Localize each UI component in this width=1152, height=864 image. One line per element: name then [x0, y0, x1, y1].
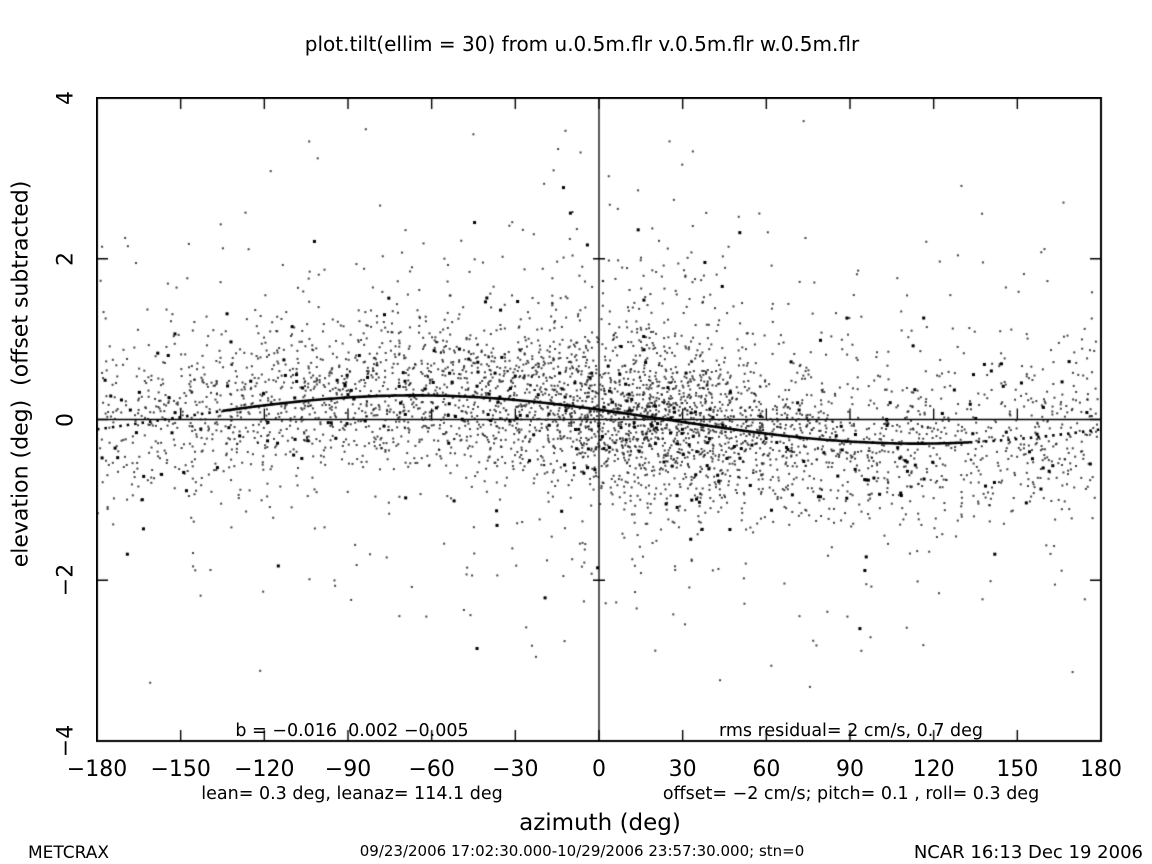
coeff-line: b = −0.016 0.002 −0.005 [235, 721, 469, 741]
offset-line: offset= −2 cm/s; pitch= 0.1 , roll= 0.3 … [662, 784, 1040, 804]
y-tick-label: 2 [53, 251, 79, 266]
x-tick-label: 120 [912, 757, 955, 782]
y-axis-label: elevation (deg) (offset subtracted) [8, 180, 34, 568]
x-tick-label: −90 [324, 757, 372, 782]
rms-line: rms residual= 2 cm/s, 0.7 deg [718, 721, 984, 741]
y-tick-label: −4 [53, 724, 79, 758]
y-tick-label: 4 [53, 91, 79, 105]
x-tick-label: 150 [996, 757, 1039, 782]
plot-title: plot.tilt(ellim = 30) from u.0.5m.flr v.… [304, 32, 860, 56]
y-tick-label: 0 [53, 412, 79, 427]
x-tick-label: 0 [592, 757, 606, 782]
x-tick-label: −180 [66, 757, 128, 782]
x-tick-label: −60 [408, 757, 455, 782]
footer-credit-timestamp: NCAR 16:13 Dec 19 2006 [913, 842, 1143, 863]
x-tick-label: −150 [150, 757, 211, 782]
x-tick-label: 180 [1080, 757, 1122, 782]
x-tick-label: 30 [668, 757, 697, 782]
fit-residual-annotation: rms residual= 2 cm/s, 0.7 deg offset= −2… [663, 679, 1039, 847]
lean-line: lean= 0.3 deg, leanaz= 114.1 deg [201, 784, 503, 804]
y-tick-label: −2 [53, 564, 79, 597]
x-tick-label: −30 [492, 757, 539, 782]
x-tick-label: 60 [752, 757, 781, 782]
x-axis-label: azimuth (deg) [519, 810, 681, 836]
footer-time-range: 09/23/2006 17:02:30.000-10/29/2006 23:57… [359, 842, 805, 860]
footer-project-name: METCRAX [28, 843, 110, 863]
fit-coefficients-annotation: b = −0.016 0.002 −0.005 lean= 0.3 deg, l… [201, 679, 502, 847]
x-tick-label: −120 [234, 757, 295, 782]
x-tick-label: 90 [836, 757, 864, 782]
scatter-plot-canvas [96, 97, 1103, 744]
